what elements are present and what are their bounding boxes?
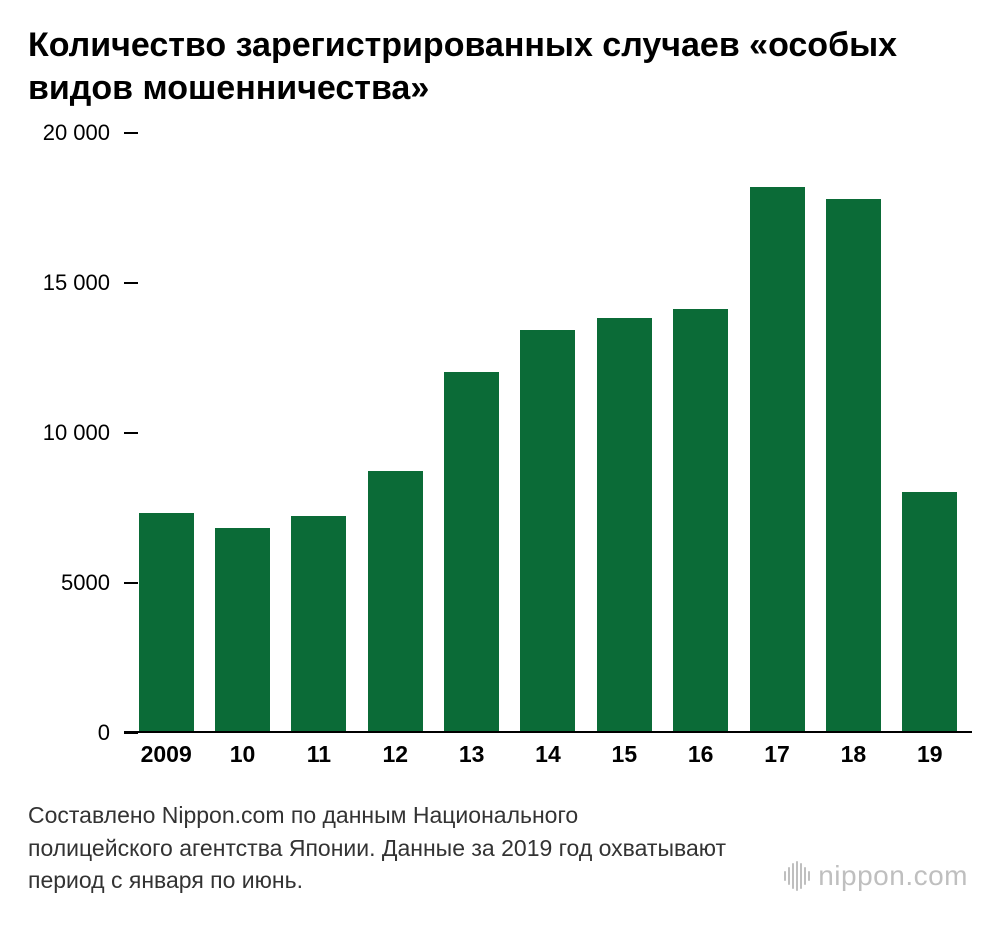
bar-slot xyxy=(128,133,204,731)
bar xyxy=(902,492,957,731)
bar-slot xyxy=(510,133,586,731)
bar xyxy=(597,318,652,731)
chart-caption: Составлено Nippon.com по данным Национал… xyxy=(28,799,728,896)
bar-slot xyxy=(281,133,357,731)
bar-slot xyxy=(663,133,739,731)
bar-slot xyxy=(433,133,509,731)
bar-slot xyxy=(357,133,433,731)
x-tick-label: 15 xyxy=(586,735,662,773)
plot-area xyxy=(124,133,972,733)
bar xyxy=(673,309,728,731)
logo-text: nippon.com xyxy=(818,860,968,892)
bar-slot xyxy=(739,133,815,731)
bar-slot xyxy=(815,133,891,731)
bar xyxy=(291,516,346,731)
bar-slot xyxy=(204,133,280,731)
y-tick-mark xyxy=(124,132,138,134)
chart: 0500010 00015 00020 000 2009101112131415… xyxy=(28,133,972,773)
bar xyxy=(139,513,194,731)
y-tick-mark xyxy=(124,582,138,584)
y-tick-label: 10 000 xyxy=(43,420,110,446)
y-axis: 0500010 00015 00020 000 xyxy=(28,133,124,733)
y-tick-label: 20 000 xyxy=(43,120,110,146)
x-axis-labels: 200910111213141516171819 xyxy=(124,735,972,773)
x-tick-label: 10 xyxy=(204,735,280,773)
y-tick-mark xyxy=(124,282,138,284)
x-tick-label: 16 xyxy=(663,735,739,773)
x-tick-label: 2009 xyxy=(128,735,204,773)
bar xyxy=(215,528,270,731)
bars-container xyxy=(124,133,972,731)
bar xyxy=(368,471,423,731)
x-tick-label: 19 xyxy=(892,735,968,773)
bar-slot xyxy=(892,133,968,731)
y-tick-mark xyxy=(124,432,138,434)
bar-slot xyxy=(586,133,662,731)
y-tick-label: 0 xyxy=(98,720,110,746)
y-tick-mark xyxy=(124,732,138,734)
bar xyxy=(444,372,499,731)
bar xyxy=(826,199,881,731)
x-tick-label: 18 xyxy=(815,735,891,773)
x-tick-label: 11 xyxy=(281,735,357,773)
bar xyxy=(750,187,805,731)
x-tick-label: 12 xyxy=(357,735,433,773)
source-logo: nippon.com xyxy=(784,860,968,892)
x-tick-label: 17 xyxy=(739,735,815,773)
bar xyxy=(520,330,575,731)
y-tick-label: 5000 xyxy=(61,570,110,596)
x-tick-label: 14 xyxy=(510,735,586,773)
y-tick-label: 15 000 xyxy=(43,270,110,296)
chart-title: Количество зарегистрированных случаев «о… xyxy=(28,24,972,109)
x-tick-label: 13 xyxy=(433,735,509,773)
logo-bars-icon xyxy=(784,861,810,891)
